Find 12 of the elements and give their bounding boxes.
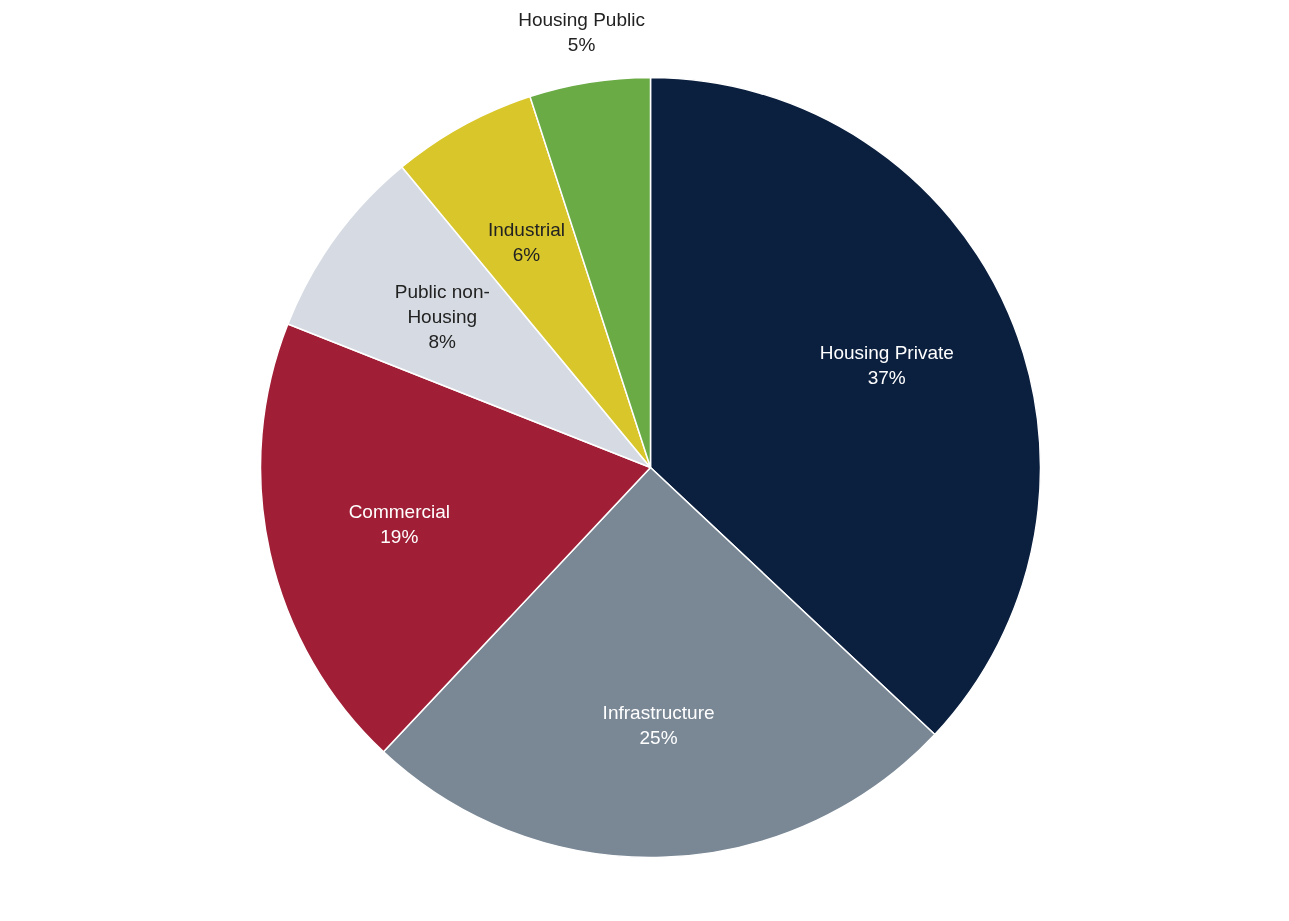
slice-label: Public non- Housing: [394, 280, 490, 327]
data-label: 5%: [567, 34, 596, 56]
slice-label: Housing Public: [518, 9, 645, 31]
slice-label: Infrastructure: [602, 701, 715, 723]
slice-label: Commercial: [348, 500, 450, 522]
data-label: 6%: [512, 244, 541, 266]
slice-label: Industrial: [487, 218, 566, 240]
data-label: 25%: [639, 726, 678, 748]
data-label: 37%: [867, 367, 906, 389]
data-label: 19%: [380, 525, 419, 547]
data-label: 8%: [428, 330, 457, 352]
slice-label: Housing Private: [819, 342, 954, 364]
